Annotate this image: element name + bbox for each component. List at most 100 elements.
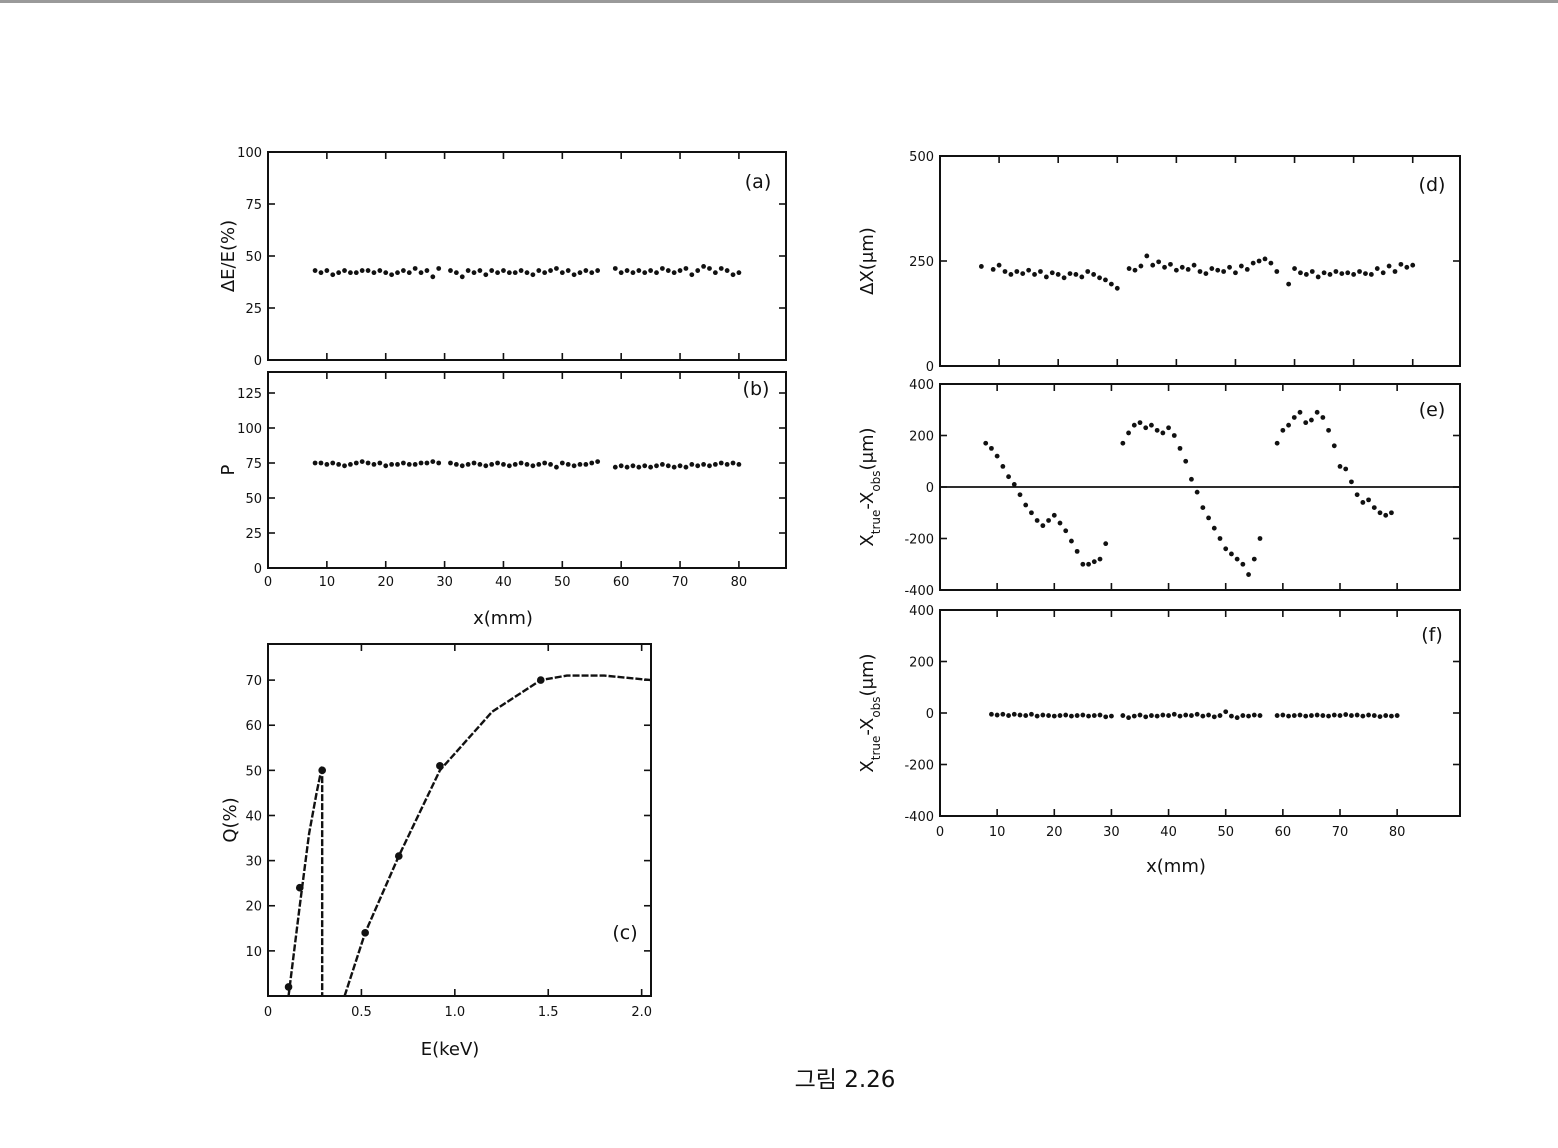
data-point (1286, 422, 1291, 428)
data-point (459, 463, 465, 469)
data-point (1006, 713, 1011, 718)
data-point (1209, 266, 1215, 271)
data-point (1091, 272, 1097, 277)
data-point (1171, 711, 1177, 717)
data-point (318, 460, 324, 466)
y-label-part: -X (857, 492, 878, 510)
data-point (1020, 271, 1026, 276)
y-label-subscript: obs (869, 696, 883, 717)
data-point (659, 462, 665, 467)
data-point (1274, 440, 1280, 446)
data-point (1404, 264, 1410, 270)
x-tick-label: 1.0 (444, 1005, 465, 1020)
y-tick-label: 100 (237, 422, 262, 437)
data-point (1074, 713, 1080, 718)
y-label-part: X (857, 760, 878, 772)
data-point (1234, 715, 1240, 721)
data-point (1363, 271, 1368, 276)
data-point (1217, 713, 1223, 718)
data-point (418, 460, 424, 466)
plot-frame (939, 609, 1461, 817)
data-point (1326, 713, 1331, 719)
y-tick-label: 50 (245, 492, 262, 507)
data-point (1366, 497, 1371, 503)
x-tick-label: 0 (264, 1005, 272, 1020)
data-point (1168, 261, 1173, 267)
data-point (495, 460, 500, 466)
panel-label: (b) (743, 378, 770, 400)
data-point (1131, 422, 1137, 428)
data-point (724, 268, 730, 273)
x-tick-label: 50 (1217, 825, 1234, 840)
y-tick-label: 20 (245, 900, 262, 915)
x-tick-label: 80 (731, 575, 748, 590)
data-point (1149, 713, 1154, 718)
y-label-part: (μm) (857, 427, 878, 470)
data-point (712, 270, 718, 276)
data-point (583, 462, 589, 467)
data-point (318, 766, 326, 775)
data-point (1097, 556, 1103, 562)
data-point (1240, 713, 1246, 718)
y-tick-label: -400 (904, 810, 934, 825)
data-point (436, 762, 444, 770)
data-point (1240, 561, 1246, 567)
data-point (1206, 515, 1211, 521)
y-tick-label: 0 (926, 481, 934, 496)
data-point (1103, 277, 1108, 283)
data-point (1337, 464, 1343, 469)
data-point (359, 268, 365, 273)
y-tick-label: 25 (245, 527, 262, 542)
data-point (654, 270, 659, 276)
data-point (1349, 713, 1354, 718)
data-point (707, 266, 712, 271)
x-tick-label: 20 (1046, 825, 1063, 840)
data-point (624, 268, 630, 273)
data-point (1043, 274, 1049, 280)
data-point (1257, 713, 1263, 718)
data-point (312, 460, 318, 466)
x-tick-label: 1.5 (538, 1005, 559, 1020)
data-point (536, 462, 542, 467)
data-point (371, 462, 377, 467)
data-point (336, 270, 342, 276)
data-point (736, 270, 742, 276)
data-point (1371, 713, 1377, 718)
data-point (1251, 556, 1257, 562)
data-point (1291, 713, 1297, 718)
y-tick-label: 50 (245, 764, 262, 779)
data-point (1086, 713, 1091, 719)
x-tick-label: 80 (1389, 825, 1406, 840)
data-point (365, 268, 371, 273)
data-point (571, 272, 577, 278)
chart-d: 0 250 500 (d) ΔX(μm) (857, 150, 1461, 375)
data-point (1331, 712, 1337, 718)
data-point (1034, 713, 1040, 719)
data-point (1126, 430, 1131, 436)
data-point (1032, 272, 1037, 277)
x-tick-label: 0 (264, 575, 272, 590)
curve-1 (287, 764, 324, 997)
y-tick-label: 50 (245, 250, 262, 265)
panel-label: (f) (1421, 624, 1443, 646)
data-point (724, 462, 730, 467)
data-point (665, 463, 671, 469)
data-point (1086, 561, 1091, 567)
data-point (1392, 269, 1398, 274)
data-point (983, 440, 989, 446)
data-point (506, 463, 512, 469)
data-point (1206, 712, 1211, 718)
y-tick-label: 0 (926, 360, 934, 375)
data-point (284, 983, 293, 991)
data-point (1374, 266, 1380, 271)
data-point (483, 272, 489, 278)
data-point (1069, 538, 1074, 544)
data-point (1211, 714, 1217, 720)
data-point (542, 270, 548, 276)
data-point (1049, 270, 1055, 276)
data-point (1073, 272, 1079, 277)
data-point (654, 463, 659, 469)
data-point (448, 460, 453, 466)
data-point (712, 462, 718, 467)
data-point (1183, 458, 1189, 464)
